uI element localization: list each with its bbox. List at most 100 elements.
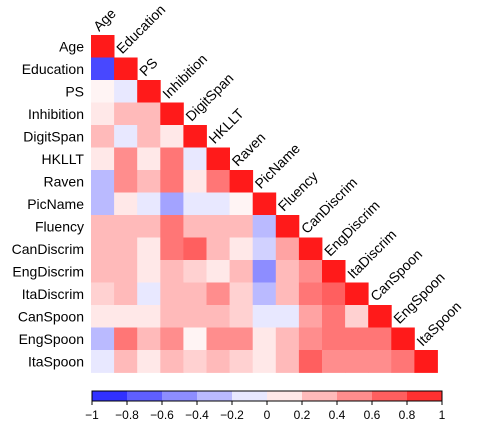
colorbar-tick-label: 0.8 xyxy=(399,408,416,422)
heatmap-cell-CanSpoon-Inhibition xyxy=(160,305,184,328)
heatmap-cell-EngSpoon-HKLLT xyxy=(206,327,230,351)
heatmap-cell-ItaDiscrim-Age xyxy=(91,282,115,306)
heatmap-cell-ItaSpoon-Fluency xyxy=(275,350,300,373)
row-label-hkllt: HKLLT xyxy=(41,151,84,167)
heatmap-cell-ItaSpoon-Age xyxy=(91,350,115,373)
heatmap-cell-Fluency-HKLLT xyxy=(206,215,230,238)
colorbar-segment xyxy=(302,391,338,401)
heatmap-cell-PS-PS xyxy=(137,80,161,103)
heatmap-cell-Raven-Raven xyxy=(229,170,254,193)
column-label-age: Age xyxy=(90,5,119,34)
heatmap-cell-Fluency-PS xyxy=(137,215,161,238)
heatmap-cells xyxy=(91,35,438,373)
heatmap-cell-PicName-DigitSpan xyxy=(183,192,207,216)
heatmap-cell-PicName-PicName xyxy=(252,192,277,216)
heatmap-cell-ItaSpoon-EngSpoon xyxy=(391,350,415,373)
heatmap-cell-CanSpoon-CanDiscrim xyxy=(298,305,323,328)
row-label-raven: Raven xyxy=(44,173,84,189)
heatmap-cell-CanDiscrim-Raven xyxy=(229,237,254,261)
heatmap-cell-CanSpoon-Education xyxy=(114,305,138,328)
heatmap-cell-CanDiscrim-PS xyxy=(137,237,161,261)
row-label-engdiscrim: EngDiscrim xyxy=(12,263,84,279)
colorbar-segment xyxy=(92,391,128,401)
column-label-education: Education xyxy=(113,1,168,56)
heatmap-cell-Fluency-Raven xyxy=(229,215,254,238)
heatmap-cell-CanDiscrim-Inhibition xyxy=(160,237,184,261)
heatmap-cell-ItaDiscrim-PS xyxy=(137,282,161,306)
heatmap-cell-PicName-Age xyxy=(91,192,115,216)
colorbar-tick-label: −0.2 xyxy=(220,408,244,422)
heatmap-cell-Education-Education xyxy=(114,57,138,81)
heatmap-cell-EngDiscrim-Age xyxy=(91,260,115,283)
row-label-inhibition: Inhibition xyxy=(28,106,84,122)
heatmap-cell-Inhibition-Inhibition xyxy=(160,102,184,126)
heatmap-cell-ItaSpoon-CanDiscrim xyxy=(298,350,323,373)
heatmap-cell-PicName-PS xyxy=(137,192,161,216)
heatmap-cell-PS-Education xyxy=(114,80,138,103)
heatmap-cell-Inhibition-Education xyxy=(114,102,138,126)
heatmap-cell-Fluency-Inhibition xyxy=(160,215,184,238)
heatmap-cell-EngSpoon-PicName xyxy=(252,327,277,351)
heatmap-cell-EngSpoon-ItaDiscrim xyxy=(345,327,369,351)
heatmap-cell-Raven-DigitSpan xyxy=(183,170,207,193)
heatmap-cell-ItaSpoon-PS xyxy=(137,350,161,373)
row-label-education: Education xyxy=(22,61,84,77)
row-label-itaspoon: ItaSpoon xyxy=(28,353,84,369)
heatmap-cell-ItaSpoon-Raven xyxy=(229,350,254,373)
heatmap-cell-PS-Age xyxy=(91,80,115,103)
heatmap-cell-EngDiscrim-Fluency xyxy=(275,260,300,283)
heatmap-cell-Fluency-DigitSpan xyxy=(183,215,207,238)
heatmap-cell-ItaDiscrim-Education xyxy=(114,282,138,306)
colorbar-tick-label: 0.6 xyxy=(364,408,381,422)
heatmap-cell-EngDiscrim-EngDiscrim xyxy=(322,260,346,283)
colorbar-tick-label: 0.4 xyxy=(329,408,346,422)
heatmap-cell-EngDiscrim-CanDiscrim xyxy=(298,260,323,283)
colorbar-segment xyxy=(372,391,408,401)
colorbar-segment xyxy=(162,391,198,401)
row-label-picname: PicName xyxy=(27,196,84,212)
heatmap-cell-EngSpoon-EngSpoon xyxy=(391,327,415,351)
colorbar-segment xyxy=(232,391,268,401)
heatmap-cell-Raven-Education xyxy=(114,170,138,193)
heatmap-cell-ItaSpoon-PicName xyxy=(252,350,277,373)
heatmap-cell-EngSpoon-Inhibition xyxy=(160,327,184,351)
heatmap-cell-EngSpoon-Raven xyxy=(229,327,254,351)
heatmap-cell-CanSpoon-CanSpoon xyxy=(368,305,392,328)
column-label-hkllt: HKLLT xyxy=(205,105,247,147)
heatmap-cell-HKLLT-Education xyxy=(114,147,138,171)
heatmap-cell-Fluency-PicName xyxy=(252,215,277,238)
heatmap-cell-DigitSpan-DigitSpan xyxy=(183,125,207,148)
heatmap-cell-Raven-HKLLT xyxy=(206,170,230,193)
heatmap-cell-HKLLT-DigitSpan xyxy=(183,147,207,171)
heatmap-cell-CanDiscrim-DigitSpan xyxy=(183,237,207,261)
colorbar-tick-label: −1 xyxy=(85,408,99,422)
heatmap-cell-ItaSpoon-Education xyxy=(114,350,138,373)
heatmap-cell-EngDiscrim-Education xyxy=(114,260,138,283)
heatmap-cell-Inhibition-PS xyxy=(137,102,161,126)
heatmap-cell-DigitSpan-PS xyxy=(137,125,161,148)
heatmap-cell-ItaDiscrim-Inhibition xyxy=(160,282,184,306)
heatmap-cell-PicName-Inhibition xyxy=(160,192,184,216)
row-label-fluency: Fluency xyxy=(35,218,84,234)
heatmap-cell-CanDiscrim-PicName xyxy=(252,237,277,261)
heatmap-cell-DigitSpan-Age xyxy=(91,125,115,148)
heatmap-cell-Fluency-Age xyxy=(91,215,115,238)
heatmap-cell-ItaSpoon-ItaDiscrim xyxy=(345,350,369,373)
heatmap-cell-HKLLT-Inhibition xyxy=(160,147,184,171)
heatmap-cell-CanDiscrim-CanDiscrim xyxy=(298,237,323,261)
heatmap-cell-Fluency-Fluency xyxy=(275,215,300,238)
row-label-itadiscrim: ItaDiscrim xyxy=(22,286,84,302)
colorbar-tick-label: −0.8 xyxy=(115,408,139,422)
heatmap-cell-CanSpoon-ItaDiscrim xyxy=(345,305,369,328)
heatmap-cell-EngDiscrim-HKLLT xyxy=(206,260,230,283)
heatmap-cell-EngSpoon-Education xyxy=(114,327,138,351)
heatmap-cell-HKLLT-PS xyxy=(137,147,161,171)
heatmap-cell-PicName-Raven xyxy=(229,192,254,216)
heatmap-cell-CanSpoon-Raven xyxy=(229,305,254,328)
heatmap-cell-CanSpoon-Fluency xyxy=(275,305,300,328)
colorbar-tick-label: 0 xyxy=(264,408,271,422)
row-label-age: Age xyxy=(59,38,84,54)
heatmap-cell-CanSpoon-PS xyxy=(137,305,161,328)
column-label-ps: PS xyxy=(136,55,161,80)
heatmap-cell-ItaDiscrim-PicName xyxy=(252,282,277,306)
